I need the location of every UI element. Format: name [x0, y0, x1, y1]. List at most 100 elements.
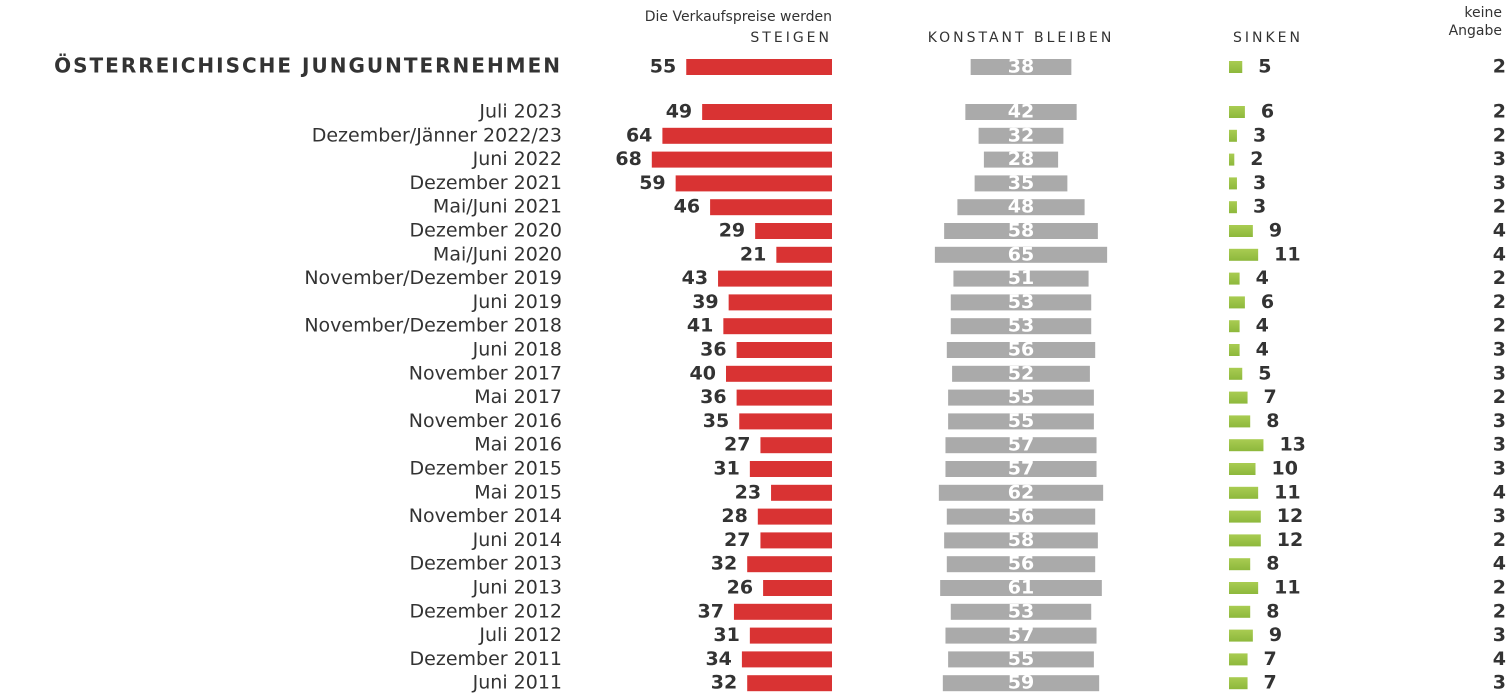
bar: [1229, 677, 1248, 690]
value-label: 11: [1274, 481, 1300, 503]
value-label: 2: [1493, 577, 1506, 599]
bar: [946, 508, 1096, 525]
value-label: 48: [1008, 196, 1034, 218]
value-label: 58: [1008, 220, 1034, 242]
value-label: 2: [1493, 386, 1506, 408]
legend-label: KONSTANT BLEIBEN: [928, 30, 1115, 46]
value-label: 51: [1008, 267, 1034, 289]
value-label: 56: [1008, 339, 1034, 361]
value-label: 53: [1008, 291, 1034, 313]
category-label: Juni 2014: [472, 529, 562, 551]
bar: [1229, 534, 1261, 547]
value-label: 64: [626, 124, 652, 146]
value-label: 8: [1266, 600, 1279, 622]
bar: [771, 484, 832, 501]
value-label: 7: [1264, 386, 1277, 408]
bar: [1229, 629, 1253, 642]
bar: [763, 580, 832, 596]
bar: [974, 175, 1068, 192]
bar: [1229, 463, 1256, 475]
bar: [710, 199, 832, 216]
bar: [983, 151, 1059, 168]
bar: [760, 532, 832, 549]
category-label: Dezember/Jänner 2022/23: [312, 124, 562, 146]
bar: [1229, 177, 1237, 190]
value-label: 40: [690, 362, 716, 384]
value-label: 11: [1274, 243, 1300, 265]
bar: [1229, 439, 1264, 452]
bar: [1229, 106, 1245, 118]
bar: [718, 270, 832, 287]
value-label: 6: [1261, 291, 1274, 313]
bar: [950, 294, 1092, 311]
value-label: 4: [1493, 648, 1506, 670]
category-label: ÖSTERREICHISCHE JUNGUNTERNEHMEN: [54, 54, 562, 78]
bar: [953, 270, 1089, 287]
value-label: 31: [713, 458, 739, 480]
bar: [948, 413, 1094, 430]
value-label: 7: [1264, 672, 1277, 694]
bar: [944, 532, 1098, 549]
bar: [747, 556, 832, 573]
legend-label: STEIGEN: [750, 30, 832, 46]
bar: [942, 675, 1100, 692]
value-label: 65: [1008, 243, 1034, 265]
value-label: 39: [692, 291, 718, 313]
bar: [1229, 391, 1248, 404]
bar: [945, 461, 1097, 477]
value-label: 4: [1256, 315, 1269, 337]
category-label: November 2014: [409, 505, 562, 527]
value-label: 4: [1493, 481, 1506, 503]
bar: [760, 437, 832, 454]
bar: [945, 437, 1097, 454]
bar: [733, 603, 832, 620]
value-label: 2: [1250, 148, 1263, 170]
bar: [934, 246, 1108, 263]
category-label: Juni 2022: [472, 148, 562, 170]
value-label: 53: [1008, 600, 1034, 622]
value-label: 8: [1266, 553, 1279, 575]
bar: [1229, 61, 1243, 73]
value-label: 35: [1008, 172, 1034, 194]
value-label: 5: [1258, 362, 1271, 384]
bar: [728, 294, 832, 311]
value-label: 36: [700, 386, 726, 408]
value-label: 62: [1008, 481, 1034, 503]
bar: [965, 104, 1077, 120]
value-label: 55: [1008, 386, 1034, 408]
legend-label: keine Angabe: [1448, 5, 1502, 39]
category-label: Juni 2013: [472, 577, 562, 599]
value-label: 4: [1493, 553, 1506, 575]
legend-label: SINKEN: [1233, 30, 1303, 46]
bar: [1229, 272, 1240, 285]
bar: [957, 199, 1085, 216]
value-label: 59: [639, 172, 665, 194]
value-label: 2: [1493, 315, 1506, 337]
bar: [1229, 605, 1251, 618]
bar: [723, 318, 832, 335]
value-label: 31: [713, 624, 739, 646]
value-label: 3: [1493, 172, 1506, 194]
value-label: 23: [735, 481, 761, 503]
value-label: 4: [1493, 220, 1506, 242]
value-label: 4: [1256, 267, 1269, 289]
value-label: 2: [1493, 56, 1506, 78]
bar: [736, 342, 832, 358]
category-label: Dezember 2020: [410, 220, 562, 242]
bar: [1229, 415, 1251, 428]
value-label: 2: [1493, 267, 1506, 289]
bar: [1229, 320, 1240, 333]
bar: [945, 627, 1097, 644]
bar: [1229, 344, 1240, 356]
bar: [749, 627, 832, 644]
category-label: November/Dezember 2019: [304, 267, 562, 289]
value-label: 35: [703, 410, 729, 432]
category-label: Juni 2011: [472, 672, 562, 694]
category-label: Mai/Juni 2021: [433, 196, 562, 218]
value-label: 28: [721, 505, 747, 527]
value-label: 26: [727, 577, 753, 599]
value-label: 34: [705, 648, 731, 670]
bar: [940, 580, 1102, 596]
value-label: 3: [1253, 124, 1266, 146]
